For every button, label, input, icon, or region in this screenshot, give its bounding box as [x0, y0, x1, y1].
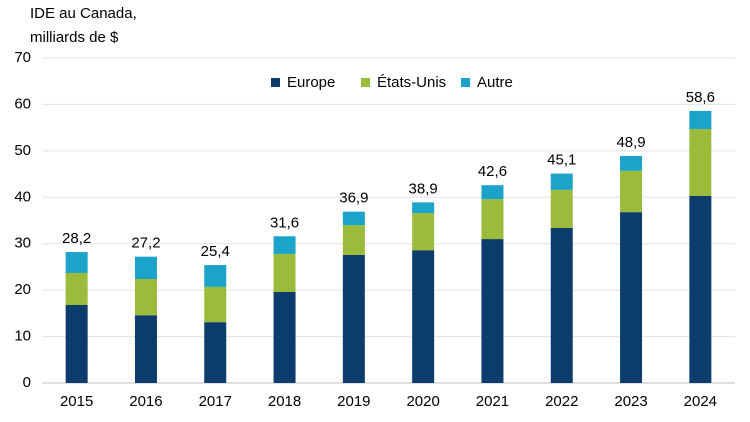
bar-segment	[481, 199, 504, 240]
bar-segment	[412, 213, 435, 251]
y-axis-title: IDE au Canada,	[30, 5, 137, 22]
x-tick-label: 2015	[60, 393, 93, 410]
total-label: 58,6	[686, 89, 715, 106]
legend-swatch	[361, 78, 370, 87]
bar-segment	[204, 286, 227, 323]
y-tick-label: 70	[14, 49, 31, 66]
total-label: 45,1	[547, 152, 576, 169]
total-label: 28,2	[62, 230, 91, 247]
y-tick-label: 10	[14, 328, 31, 345]
legend-swatch	[461, 78, 470, 87]
x-tick-label: 2016	[129, 393, 162, 410]
bar-segment	[273, 253, 296, 292]
bar-segment	[273, 292, 296, 383]
bar-segment	[689, 195, 712, 383]
x-tick-label: 2018	[268, 393, 301, 410]
bar-segment	[65, 305, 88, 383]
bar-segment	[342, 211, 365, 226]
x-tick-label: 2019	[337, 393, 370, 410]
legend-label: Europe	[287, 74, 335, 91]
y-tick-label: 50	[14, 142, 31, 159]
bar-segment	[134, 279, 157, 316]
total-label: 25,4	[201, 243, 230, 260]
x-tick-label: 2022	[545, 393, 578, 410]
bar-segment	[204, 322, 227, 383]
bar-segment	[620, 212, 643, 383]
legend-swatch	[271, 78, 280, 87]
bar-segment	[204, 265, 227, 287]
bar-segment	[550, 227, 573, 383]
bar-segment	[620, 155, 643, 171]
y-tick-label: 30	[14, 235, 31, 252]
bar-segment	[689, 129, 712, 196]
y-tick-label: 60	[14, 95, 31, 112]
y-axis-title: milliards de $	[30, 29, 119, 46]
x-tick-label: 2017	[199, 393, 232, 410]
bar-segment	[273, 236, 296, 254]
bar-segment	[689, 110, 712, 130]
bar-segment	[412, 250, 435, 383]
y-tick-label: 0	[23, 374, 31, 391]
x-tick-label: 2023	[614, 393, 647, 410]
bar-segment	[550, 189, 573, 228]
bar-segment	[481, 239, 504, 383]
bar-segment	[65, 252, 88, 273]
total-label: 27,2	[131, 235, 160, 252]
total-label: 38,9	[409, 180, 438, 197]
x-tick-label: 2020	[406, 393, 439, 410]
bar-segment	[134, 315, 157, 383]
bar-segment	[65, 272, 88, 305]
legend-label: Autre	[477, 74, 513, 91]
bar-segment	[342, 254, 365, 383]
legend-label: États-Unis	[377, 74, 446, 91]
x-tick-label: 2021	[476, 393, 509, 410]
total-label: 36,9	[339, 190, 368, 207]
x-tick-label: 2024	[684, 393, 717, 410]
bar-segment	[481, 185, 504, 200]
bar-segment	[550, 173, 573, 190]
total-label: 48,9	[616, 134, 645, 151]
total-label: 42,6	[478, 163, 507, 180]
total-label: 31,6	[270, 214, 299, 231]
bar-segment	[134, 256, 157, 279]
bar-segment	[620, 170, 643, 213]
y-tick-label: 40	[14, 188, 31, 205]
bar-segment	[342, 225, 365, 255]
y-tick-label: 20	[14, 281, 31, 298]
bar-segment	[412, 202, 435, 214]
